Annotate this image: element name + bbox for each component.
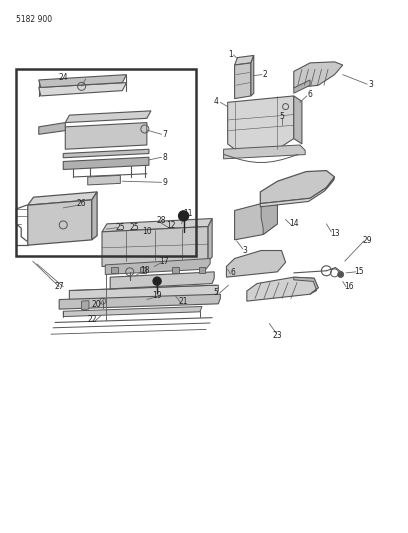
Text: 3: 3	[369, 80, 374, 88]
Text: 25: 25	[130, 223, 140, 232]
Text: 18: 18	[140, 266, 150, 274]
Text: 1: 1	[228, 51, 233, 59]
Text: 23: 23	[273, 332, 282, 340]
Text: 17: 17	[159, 257, 169, 265]
Text: 6: 6	[230, 269, 235, 277]
Polygon shape	[208, 219, 212, 261]
Polygon shape	[102, 219, 212, 232]
Text: 21: 21	[179, 297, 188, 305]
Polygon shape	[102, 227, 208, 266]
Text: 26: 26	[77, 199, 86, 208]
Text: 27: 27	[54, 282, 64, 291]
Polygon shape	[105, 259, 210, 274]
Polygon shape	[65, 123, 147, 149]
Polygon shape	[88, 175, 120, 185]
Polygon shape	[63, 149, 149, 158]
Polygon shape	[261, 204, 277, 235]
Text: 22: 22	[87, 316, 97, 324]
Polygon shape	[63, 157, 149, 169]
Text: 9: 9	[163, 178, 168, 187]
Text: 10: 10	[142, 228, 152, 236]
Text: 2: 2	[263, 70, 268, 79]
Polygon shape	[199, 266, 205, 273]
Circle shape	[179, 211, 188, 221]
Polygon shape	[39, 75, 126, 87]
Polygon shape	[235, 63, 251, 99]
Polygon shape	[111, 266, 118, 273]
Polygon shape	[294, 277, 318, 294]
Text: 5: 5	[214, 288, 219, 296]
Text: 7: 7	[163, 130, 168, 139]
Bar	[16, 69, 196, 256]
Text: 19: 19	[152, 292, 162, 300]
Text: 3: 3	[242, 246, 247, 255]
Polygon shape	[235, 55, 254, 65]
Polygon shape	[294, 80, 310, 93]
Polygon shape	[39, 83, 126, 96]
Text: 16: 16	[344, 282, 354, 291]
Polygon shape	[110, 272, 214, 289]
Polygon shape	[82, 301, 89, 310]
Polygon shape	[65, 111, 151, 123]
Polygon shape	[59, 294, 220, 309]
Polygon shape	[260, 177, 335, 207]
Text: 14: 14	[289, 220, 299, 228]
Polygon shape	[92, 192, 97, 240]
Polygon shape	[140, 266, 146, 273]
Polygon shape	[63, 306, 202, 317]
Polygon shape	[226, 251, 286, 277]
Text: 28: 28	[156, 216, 166, 224]
Polygon shape	[28, 200, 92, 245]
Polygon shape	[228, 96, 294, 149]
Text: 8: 8	[163, 153, 168, 161]
Polygon shape	[260, 171, 335, 204]
Polygon shape	[251, 55, 254, 96]
Text: 4: 4	[214, 97, 219, 106]
Text: 11: 11	[183, 209, 193, 217]
Circle shape	[338, 271, 344, 278]
Text: 24: 24	[58, 73, 68, 82]
Text: 25: 25	[115, 223, 125, 232]
Polygon shape	[235, 204, 277, 240]
Text: 12: 12	[166, 221, 176, 230]
Text: 20: 20	[91, 301, 101, 309]
Polygon shape	[224, 145, 305, 159]
Polygon shape	[294, 96, 302, 144]
Text: 5: 5	[279, 112, 284, 120]
Text: 13: 13	[330, 229, 339, 238]
Text: 5182 900: 5182 900	[16, 15, 53, 23]
Polygon shape	[39, 123, 65, 134]
Text: 29: 29	[362, 237, 372, 245]
Circle shape	[153, 277, 161, 285]
Polygon shape	[172, 266, 179, 273]
Polygon shape	[294, 62, 343, 88]
Polygon shape	[69, 285, 218, 301]
Polygon shape	[247, 277, 318, 301]
Polygon shape	[28, 192, 97, 205]
Text: 6: 6	[308, 91, 313, 99]
Text: 15: 15	[354, 268, 364, 276]
